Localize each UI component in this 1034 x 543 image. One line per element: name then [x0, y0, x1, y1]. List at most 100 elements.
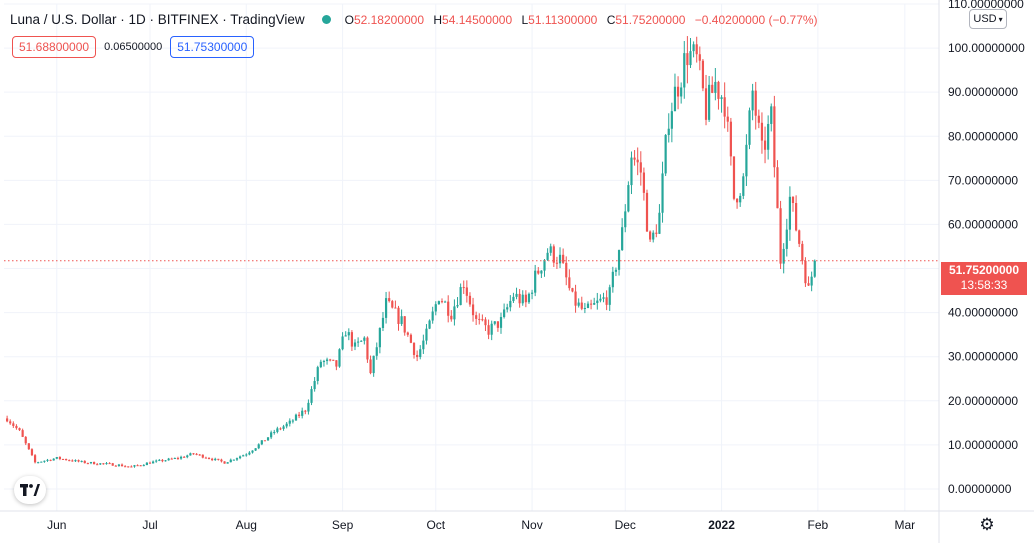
candle-body — [450, 315, 453, 320]
candle-body — [242, 455, 245, 457]
candle-body — [266, 437, 270, 441]
candle-body — [114, 465, 117, 467]
candle-body — [552, 246, 555, 263]
candle-body — [695, 44, 698, 55]
candle-body — [77, 460, 80, 462]
candle-body — [555, 262, 559, 264]
candle-body — [422, 340, 425, 350]
candle-body — [782, 248, 785, 264]
candle-body — [493, 321, 496, 324]
candle-body — [683, 53, 686, 88]
candle-body — [524, 294, 527, 303]
candle-body — [179, 456, 183, 459]
candle-body — [443, 301, 447, 303]
candle-body — [350, 332, 354, 347]
candle-body — [745, 144, 748, 177]
y-tick-label: 20.00000000 — [948, 394, 1018, 408]
candle-body — [139, 465, 142, 467]
candle-body — [92, 462, 96, 465]
candle-body — [779, 208, 782, 264]
candle-body — [645, 192, 649, 232]
candle-body — [325, 359, 329, 362]
ohlc-values: O52.18200000 H54.14500000 L51.11300000 C… — [345, 13, 818, 27]
candle-body — [304, 410, 307, 412]
candle-body — [701, 60, 705, 89]
candle-body — [412, 342, 416, 355]
y-tick-label: 30.00000000 — [948, 350, 1018, 364]
candle-body — [357, 341, 360, 343]
candle-body — [680, 87, 683, 97]
candle-body — [416, 354, 419, 358]
candle-body — [428, 320, 431, 329]
candle-body — [111, 463, 114, 466]
candle-body — [223, 461, 226, 464]
y-tick-label: 80.00000000 — [948, 129, 1018, 143]
gear-icon[interactable]: ⚙ — [979, 515, 995, 534]
candle-body — [763, 140, 767, 150]
candle-body — [80, 460, 83, 462]
candle-body — [65, 459, 68, 461]
candles — [6, 36, 816, 468]
symbol-title[interactable]: Luna / U.S. Dollar · 1D · BITFINEX · Tra… — [10, 12, 305, 27]
candle-body — [708, 84, 711, 120]
candle-body — [503, 309, 506, 318]
candle-body — [245, 454, 248, 456]
candle-body — [478, 318, 481, 320]
candle-body — [689, 51, 692, 66]
candle-body — [363, 337, 366, 341]
candle-body — [537, 270, 540, 274]
candle-body — [232, 459, 235, 461]
candle-body — [717, 81, 720, 99]
candle-body — [431, 311, 434, 321]
candle-body — [40, 461, 43, 463]
candle-body — [58, 457, 62, 459]
candle-body — [161, 459, 164, 462]
candle-body — [30, 449, 34, 456]
candle-body — [381, 317, 385, 328]
candle-body — [487, 325, 490, 335]
candle-body — [509, 300, 512, 308]
candle-body — [52, 458, 55, 461]
candle-body — [198, 454, 201, 456]
candle-body — [686, 53, 689, 66]
candle-body — [580, 302, 583, 309]
candle-body — [251, 450, 254, 453]
x-tick-label: Feb — [808, 518, 829, 532]
last-price-label: 51.75200000 13:58:33 — [941, 262, 1027, 295]
buy-price-button[interactable]: 51.75300000 — [170, 36, 255, 58]
candle-body — [583, 307, 586, 309]
candle-body — [462, 287, 465, 289]
candle-body — [649, 231, 652, 240]
candle-body — [226, 462, 229, 464]
candle-body — [322, 361, 326, 363]
candle-body — [145, 462, 148, 466]
candle-body — [614, 269, 618, 272]
candle-body — [71, 460, 74, 462]
candle-body — [527, 293, 531, 303]
candle-body — [294, 414, 298, 421]
candle-body — [21, 430, 24, 437]
high-value: 54.14500000 — [442, 12, 513, 27]
candle-body — [586, 303, 590, 308]
candle-body — [310, 389, 313, 403]
candle-body — [133, 465, 136, 467]
candle-body — [46, 459, 49, 461]
candle-body — [335, 360, 338, 367]
candle-body — [571, 288, 574, 292]
x-tick-label: Nov — [521, 518, 542, 532]
candle-body — [229, 459, 232, 463]
candle-body — [596, 300, 599, 304]
candle-body — [257, 444, 260, 449]
time-axis[interactable]: Jun Jul Aug Sep Oct Nov Dec 2022 Feb Mar — [0, 510, 1034, 532]
candle-body — [667, 128, 670, 136]
candle-body — [471, 304, 475, 316]
tradingview-logo-icon[interactable] — [14, 476, 46, 504]
candle-body — [801, 243, 804, 261]
candle-body — [813, 260, 816, 277]
sell-price-button[interactable]: 51.68800000 — [12, 36, 97, 58]
currency-select[interactable]: USD ▾ — [969, 9, 1007, 29]
market-status-dot-icon — [321, 15, 331, 24]
candle-body — [372, 355, 375, 374]
